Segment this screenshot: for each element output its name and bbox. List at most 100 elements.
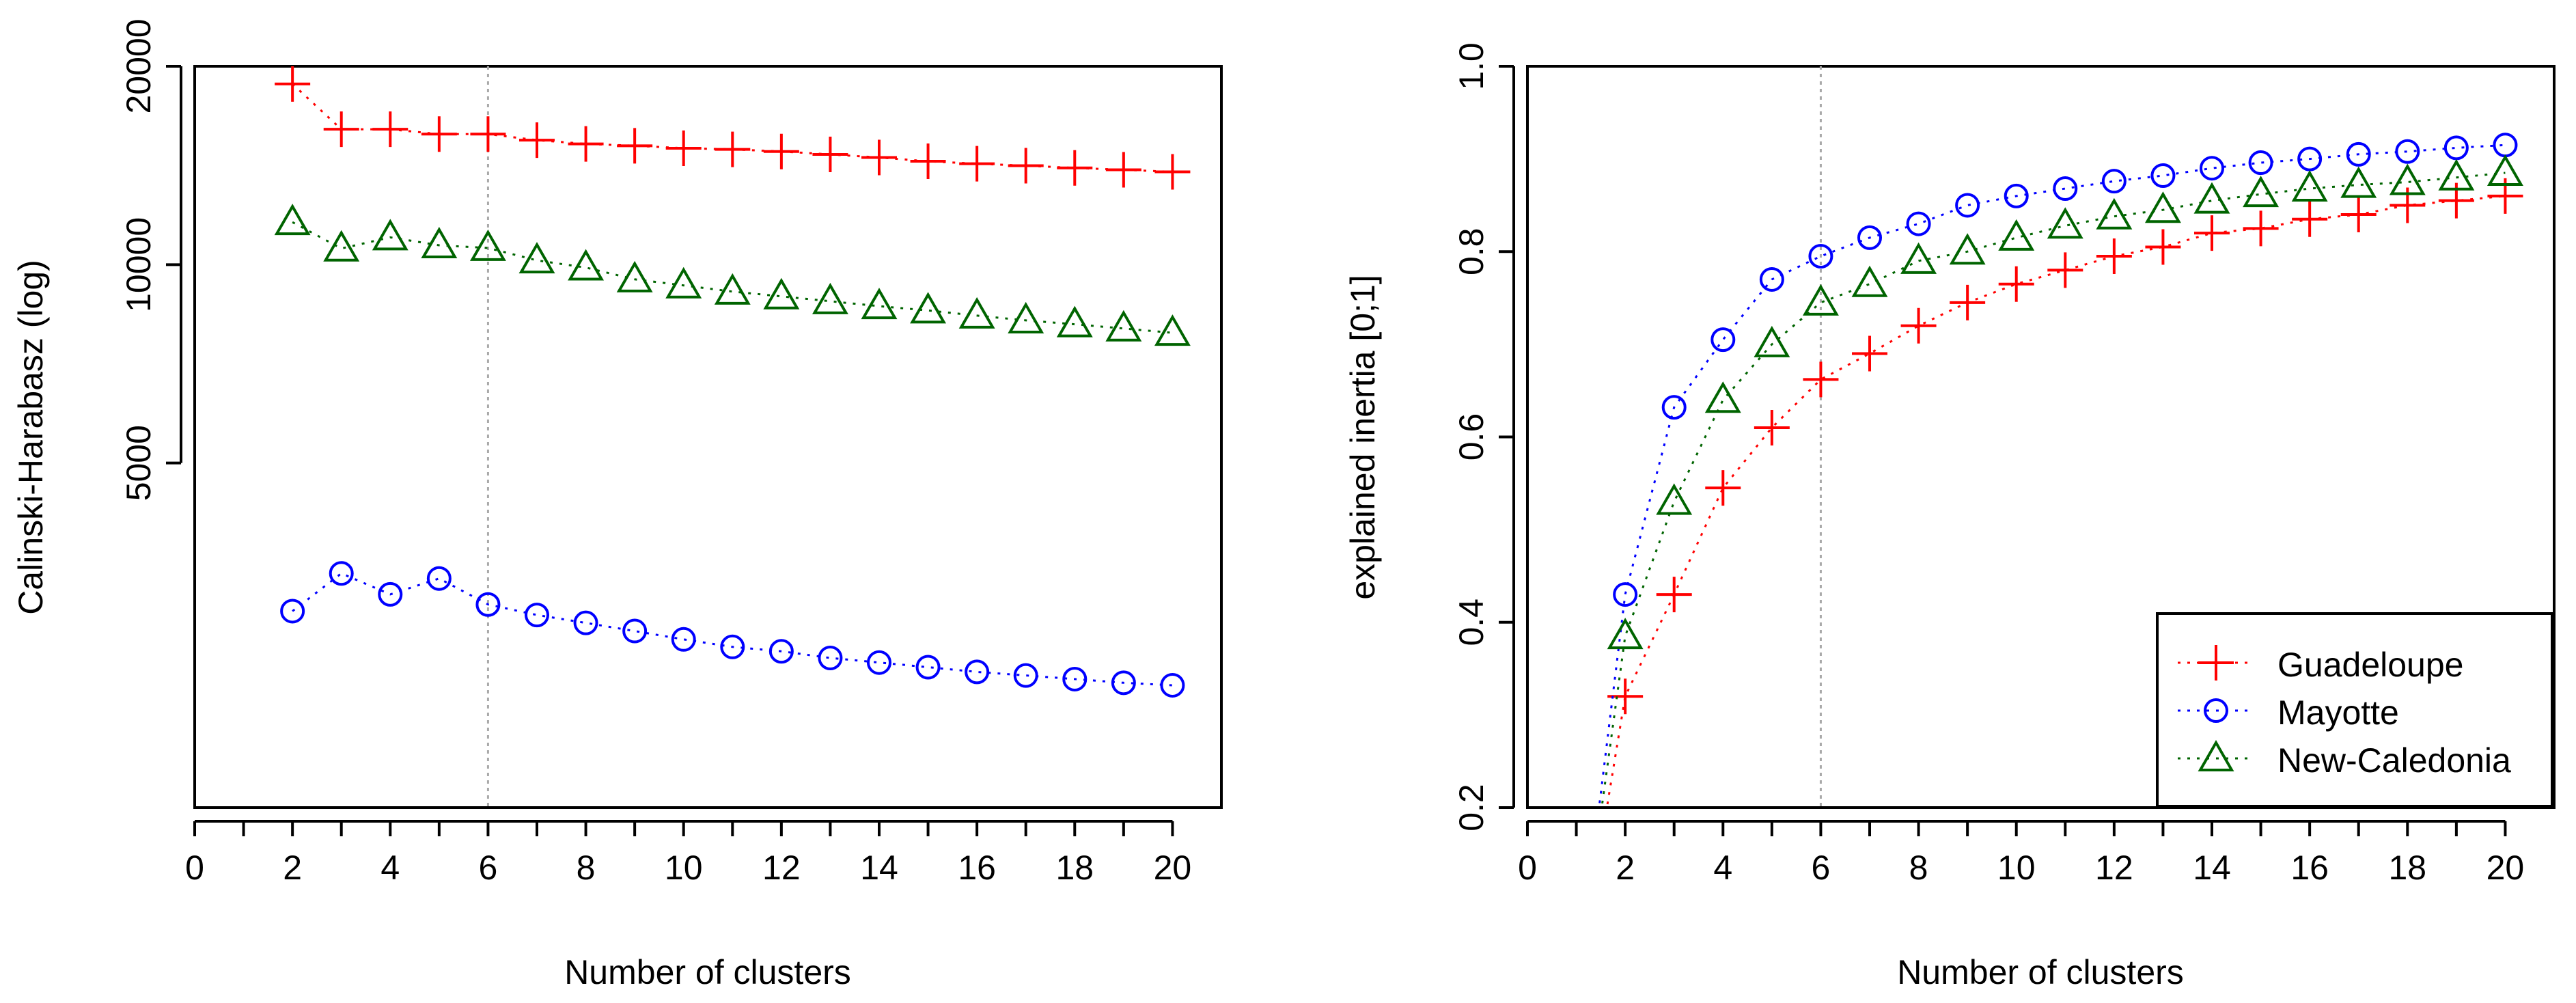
left-x-tick-label: 12	[762, 849, 801, 887]
legend-label-mayotte: Mayotte	[2277, 693, 2399, 732]
left-point-guadeloupe	[372, 111, 408, 148]
left-point-guadeloupe	[519, 122, 555, 159]
left-point-mayotte	[475, 592, 501, 617]
right-point-guadeloupe	[1803, 361, 1839, 398]
legend-entry-new-caledonia: New-Caledonia	[2178, 739, 2511, 780]
left-point-new-caledonia	[323, 230, 360, 262]
right-point-mayotte	[2053, 176, 2078, 202]
right-point-mayotte	[2346, 141, 2371, 167]
right-y-axis-title: explained inertia [0;1]	[1344, 275, 1382, 599]
right-point-new-caledonia	[2438, 159, 2475, 191]
right-series-line-guadeloupe	[1605, 195, 2506, 808]
right-point-guadeloupe	[2145, 229, 2181, 265]
right-y-tick-label: 0.6	[1452, 413, 1491, 461]
left-point-guadeloupe	[959, 146, 995, 182]
right-point-mayotte	[2443, 135, 2469, 161]
right-point-guadeloupe	[1852, 335, 1887, 372]
left-point-mayotte	[426, 566, 452, 591]
right-x-tick-label: 16	[2290, 849, 2329, 887]
left-y-axis: 5000 10000 20000	[120, 18, 182, 501]
left-point-new-caledonia	[812, 282, 848, 314]
left-point-new-caledonia	[910, 292, 947, 324]
left-series-line-new-caledonia	[292, 221, 1173, 334]
right-point-new-caledonia	[2291, 170, 2328, 202]
left-point-mayotte	[720, 634, 745, 659]
right-point-new-caledonia	[2243, 176, 2280, 208]
left-x-tick-label: 4	[380, 849, 400, 887]
left-point-new-caledonia	[1008, 301, 1044, 333]
right-x-tick-label: 8	[1909, 849, 1928, 887]
right-point-mayotte	[2150, 163, 2176, 189]
right-y-tick-label: 0.4	[1452, 599, 1491, 646]
left-point-new-caledonia	[616, 260, 653, 292]
right-point-guadeloupe	[1754, 409, 1790, 445]
left-series-line-mayotte	[292, 572, 1173, 687]
right-series-group	[1598, 133, 2523, 808]
right-point-mayotte	[1613, 582, 1638, 607]
left-point-mayotte	[818, 646, 843, 671]
left-point-guadeloupe	[275, 66, 311, 102]
right-point-mayotte	[1906, 211, 1931, 236]
right-point-guadeloupe	[2194, 215, 2230, 251]
left-x-axis: 0 2 4 6 8 10 12 14 16 18 20	[185, 820, 1192, 887]
right-x-tick-label: 2	[1616, 849, 1635, 887]
left-point-guadeloupe	[617, 128, 653, 164]
right-point-mayotte	[2493, 133, 2518, 158]
right-point-guadeloupe	[2047, 252, 2083, 288]
left-point-mayotte	[280, 599, 305, 624]
right-point-guadeloupe	[2243, 210, 2279, 247]
left-point-guadeloupe	[1154, 154, 1191, 190]
right-point-new-caledonia	[2340, 166, 2377, 198]
right-point-mayotte	[2297, 146, 2323, 171]
left-series-group	[274, 66, 1191, 698]
right-point-new-caledonia	[1998, 219, 2035, 251]
right-point-guadeloupe	[2340, 197, 2377, 232]
right-point-new-caledonia	[1704, 381, 1741, 413]
right-x-tick-label: 6	[1812, 849, 1831, 887]
left-point-new-caledonia	[714, 273, 751, 305]
left-point-mayotte	[1062, 666, 1088, 691]
right-chart: 0 2 4 6 8 10 12 14 16 18 20 0.2 0.4 0.6 0.8 1.0 Number…	[1344, 42, 2556, 991]
right-point-new-caledonia	[2144, 191, 2181, 223]
right-point-mayotte	[1955, 193, 1980, 218]
left-point-guadeloupe	[763, 133, 799, 169]
legend-marker-new-caledonia	[2178, 739, 2254, 771]
left-point-new-caledonia	[274, 204, 311, 236]
legend-marker-mayotte	[2178, 698, 2254, 723]
right-point-mayotte	[2200, 156, 2224, 181]
right-x-tick-label: 20	[2487, 849, 2525, 887]
right-x-tick-label: 10	[1997, 849, 2036, 887]
legend-symbol-new-caledonia	[2198, 739, 2234, 771]
left-x-axis-title: Number of clusters	[564, 953, 851, 991]
right-x-tick-label: 12	[2095, 849, 2133, 887]
legend-entry-guadeloupe: Guadeloupe	[2178, 645, 2463, 684]
left-point-guadeloupe	[1008, 148, 1044, 184]
legend-entry-mayotte: Mayotte	[2178, 693, 2399, 732]
right-point-guadeloupe	[1998, 266, 2034, 302]
right-point-new-caledonia	[1656, 483, 1693, 515]
left-x-tick-label: 6	[479, 849, 498, 887]
right-point-guadeloupe	[1705, 470, 1741, 506]
right-y-tick-label: 0.8	[1452, 228, 1491, 275]
left-point-new-caledonia	[372, 219, 408, 251]
left-point-new-caledonia	[1154, 314, 1191, 346]
left-point-guadeloupe	[1105, 152, 1141, 188]
left-point-mayotte	[1111, 670, 1136, 696]
left-point-new-caledonia	[861, 288, 898, 320]
right-x-tick-label: 4	[1713, 849, 1732, 887]
right-y-tick-label: 1.0	[1452, 42, 1491, 90]
right-plot-frame	[1526, 65, 2556, 809]
right-point-mayotte	[1857, 225, 1882, 250]
left-point-mayotte	[965, 659, 990, 685]
left-point-new-caledonia	[421, 226, 458, 259]
legend-symbol-guadeloupe	[2198, 645, 2234, 681]
right-x-axis: 0 2 4 6 8 10 12 14 16 18 20	[1518, 820, 2525, 887]
left-x-tick-label: 20	[1154, 849, 1192, 887]
legend-label-guadeloupe: Guadeloupe	[2277, 646, 2463, 684]
left-point-guadeloupe	[470, 116, 506, 152]
left-chart: 0 2 4 6 8 10 12 14 16 18 20 5000 10000 20000 Number …	[12, 18, 1223, 991]
left-y-axis-title: Calinski-Harabasz (log)	[12, 260, 50, 615]
right-series-new-caledonia	[1601, 154, 2523, 808]
right-point-mayotte	[1759, 266, 1784, 292]
